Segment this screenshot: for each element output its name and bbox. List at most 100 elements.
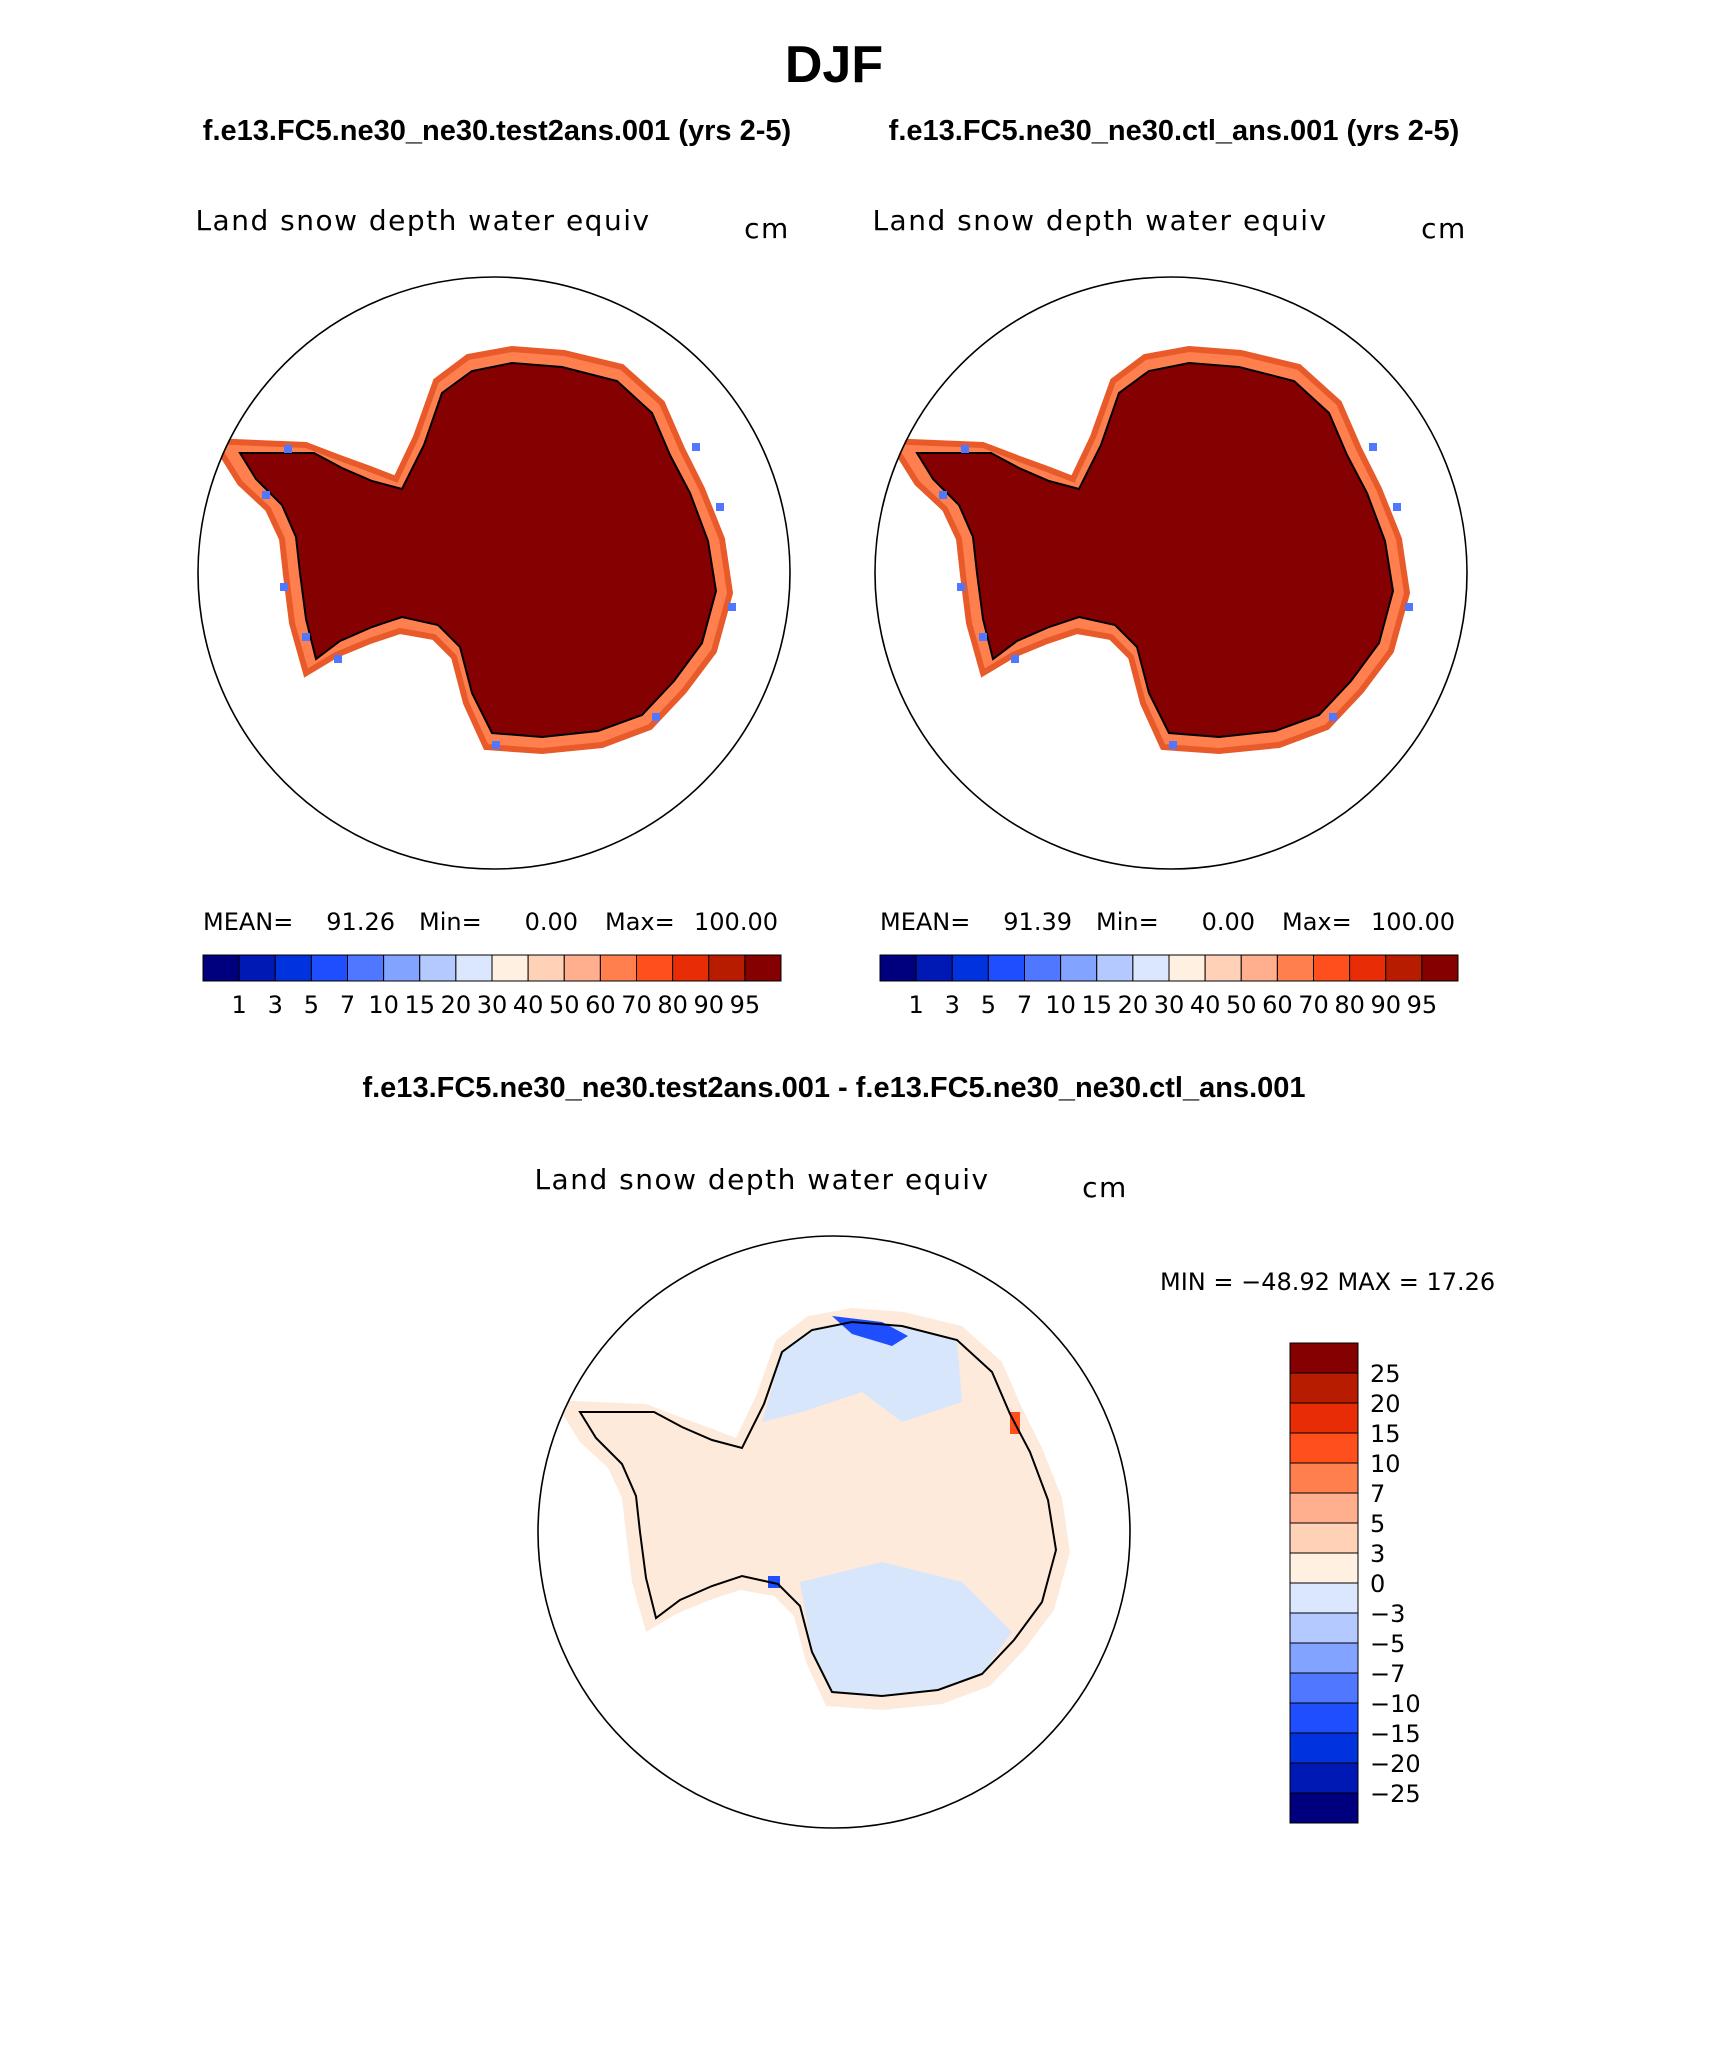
colorbar-tick-label: 50 bbox=[1226, 991, 1257, 1019]
south-america-tip bbox=[150, 417, 194, 449]
colorbar-tick-label: 5 bbox=[304, 991, 319, 1019]
max-value: 100.00 bbox=[1371, 908, 1455, 936]
colorbar-tick-label: −25 bbox=[1370, 1780, 1421, 1808]
colorbar-tick-label: 40 bbox=[1190, 991, 1221, 1019]
colorbar-right: 1 3 5 7 10 15 20 30 40 50 60 70 80 90 95 bbox=[879, 954, 1459, 1019]
map-right bbox=[874, 276, 1468, 870]
colorbar-swatch bbox=[1289, 1552, 1359, 1584]
mean-value: 91.39 bbox=[1003, 908, 1072, 936]
difference-strong-negative bbox=[832, 1316, 908, 1346]
colorbar-tick-label: −10 bbox=[1370, 1690, 1421, 1718]
colorbar-tick-label: 15 bbox=[1370, 1420, 1401, 1448]
mean-label: MEAN= bbox=[203, 908, 293, 936]
colorbar-left: 1 3 5 7 10 15 20 30 40 50 60 70 80 90 95 bbox=[202, 954, 782, 1019]
colorbar-tick-label: 1 bbox=[231, 991, 246, 1019]
colorbar-tick-label: −20 bbox=[1370, 1750, 1421, 1778]
difference-title: f.e13.FC5.ne30_ne30.test2ans.001 - f.e13… bbox=[362, 1072, 1305, 1104]
colorbar-swatch bbox=[1289, 1492, 1359, 1524]
colorbar-swatch bbox=[419, 954, 457, 982]
colorbar-tick-label: −15 bbox=[1370, 1720, 1421, 1748]
map-boundary-circle bbox=[537, 1235, 1131, 1829]
min-value: 0.00 bbox=[1202, 908, 1255, 936]
mean-label: MEAN= bbox=[880, 908, 970, 936]
colorbar-tick-label: −7 bbox=[1370, 1660, 1405, 1688]
edge-cell bbox=[1369, 443, 1377, 451]
colorbar-swatch bbox=[1289, 1612, 1359, 1644]
colorbar-swatch bbox=[744, 954, 782, 982]
max-label: Max= bbox=[605, 908, 675, 936]
edge-cell bbox=[961, 445, 969, 453]
colorbar-swatch bbox=[1289, 1792, 1359, 1824]
panel-left-variable: Land snow depth water equiv bbox=[195, 204, 650, 237]
panel-right-units: cm bbox=[1421, 212, 1467, 245]
island-mark bbox=[542, 1340, 548, 1346]
colorbar-swatch bbox=[383, 954, 421, 982]
colorbar-swatch bbox=[672, 954, 710, 982]
edge-cell bbox=[280, 583, 288, 591]
difference-negative-spot bbox=[768, 1576, 780, 1588]
colorbar-swatch bbox=[1289, 1732, 1359, 1764]
colorbar-tick-label: 50 bbox=[549, 991, 580, 1019]
colorbar-swatch bbox=[238, 954, 276, 982]
edge-cell bbox=[652, 713, 660, 721]
colorbar-swatch bbox=[1060, 954, 1098, 982]
colorbar-swatch bbox=[1385, 954, 1423, 982]
colorbar-tick-label: 5 bbox=[1370, 1510, 1385, 1538]
edge-cell bbox=[692, 443, 700, 451]
edge-cell bbox=[492, 741, 500, 749]
colorbar-swatch bbox=[310, 954, 348, 982]
colorbar-swatch bbox=[1024, 954, 1062, 982]
colorbar-swatch bbox=[347, 954, 385, 982]
colorbar-swatch bbox=[708, 954, 746, 982]
colorbar-swatch bbox=[879, 954, 917, 982]
edge-cell bbox=[302, 633, 310, 641]
colorbar-swatch bbox=[1349, 954, 1387, 982]
colorbar-swatch bbox=[1289, 1762, 1359, 1794]
colorbar-tick-label: 15 bbox=[1081, 991, 1112, 1019]
edge-cell bbox=[1329, 713, 1337, 721]
edge-cell bbox=[939, 491, 947, 499]
min-value: 0.00 bbox=[525, 908, 578, 936]
colorbar-swatch bbox=[1276, 954, 1314, 982]
colorbar-swatch bbox=[951, 954, 989, 982]
colorbar-tick-label: −3 bbox=[1370, 1600, 1405, 1628]
panel-right-variable: Land snow depth water equiv bbox=[872, 204, 1327, 237]
colorbar-tick-label: 90 bbox=[1370, 991, 1401, 1019]
season-title: DJF bbox=[785, 36, 883, 94]
colorbar-tick-label: 7 bbox=[1370, 1480, 1385, 1508]
colorbar-tick-label: 60 bbox=[1262, 991, 1293, 1019]
min-label: Min= bbox=[419, 908, 482, 936]
difference-variable: Land snow depth water equiv bbox=[534, 1163, 989, 1196]
colorbar-swatch bbox=[1204, 954, 1242, 982]
colorbar-tick-label: 60 bbox=[585, 991, 616, 1019]
colorbar-swatch bbox=[1289, 1522, 1359, 1554]
colorbar-swatch bbox=[1289, 1582, 1359, 1614]
edge-cell bbox=[1011, 655, 1019, 663]
difference-negative-area bbox=[762, 1322, 962, 1422]
colorbar-swatch bbox=[491, 954, 529, 982]
colorbar-tick-label: 40 bbox=[513, 991, 544, 1019]
difference-units: cm bbox=[1082, 1171, 1128, 1204]
colorbar-tick-label: 3 bbox=[268, 991, 283, 1019]
colorbar-swatch bbox=[987, 954, 1025, 982]
colorbar-swatch bbox=[1313, 954, 1351, 982]
colorbar-tick-label: 15 bbox=[404, 991, 435, 1019]
colorbar-tick-label: 0 bbox=[1370, 1570, 1385, 1598]
colorbar-swatch bbox=[563, 954, 601, 982]
colorbar-swatch bbox=[1289, 1462, 1359, 1494]
edge-cell bbox=[334, 655, 342, 663]
island-mark bbox=[879, 381, 885, 387]
map-boundary-circle bbox=[874, 276, 1468, 870]
colorbar-tick-label: 10 bbox=[368, 991, 399, 1019]
colorbar-tick-label: 7 bbox=[340, 991, 355, 1019]
panel-left-case-title: f.e13.FC5.ne30_ne30.test2ans.001 (yrs 2-… bbox=[203, 115, 791, 147]
colorbar-tick-label: −5 bbox=[1370, 1630, 1405, 1658]
max-label: Max= bbox=[1282, 908, 1352, 936]
panel-left-units: cm bbox=[744, 212, 790, 245]
colorbar-tick-label: 20 bbox=[1370, 1390, 1401, 1418]
difference-minmax: MIN = −48.92 MAX = 17.26 bbox=[1160, 1268, 1495, 1296]
edge-cell bbox=[957, 583, 965, 591]
colorbar-swatch bbox=[1132, 954, 1170, 982]
colorbar-tick-label: 3 bbox=[945, 991, 960, 1019]
